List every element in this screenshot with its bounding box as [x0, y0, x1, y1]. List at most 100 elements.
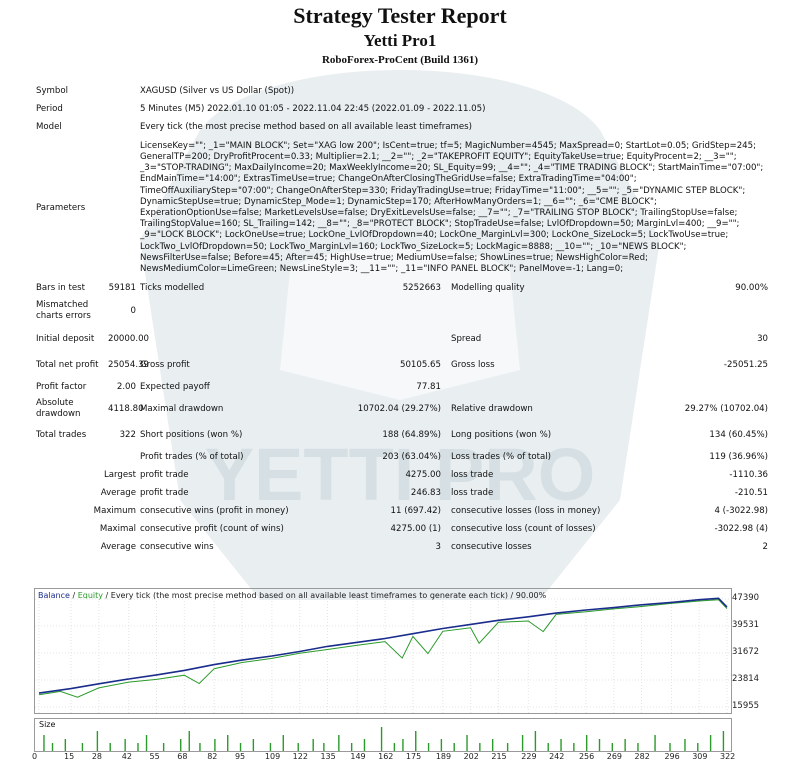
- report-header: Strategy Tester Report Yetti Pro1 RoboFo…: [0, 0, 800, 68]
- size-bar: [491, 739, 494, 751]
- size-bar: [709, 735, 712, 751]
- size-bar: [547, 743, 549, 751]
- x-tick-label: 109: [264, 752, 281, 761]
- size-bar: [697, 743, 699, 751]
- add-value: 4118.80: [108, 403, 144, 414]
- chart-header-sep: /: [69, 591, 78, 600]
- size-bar: [180, 739, 182, 751]
- tnp-label: Total net profit: [36, 359, 99, 370]
- broker-name: RoboForex-ProCent (Build 1361): [321, 54, 479, 66]
- pf-value: 2.00: [116, 381, 136, 392]
- parameters-label: Parameters: [36, 202, 86, 213]
- y-tick-label: 47390: [732, 593, 760, 603]
- acw-label: consecutive wins: [140, 541, 214, 552]
- size-bar: [312, 739, 314, 751]
- lt-value: 119 (36.96%): [709, 451, 769, 462]
- ep-value: 77.81: [416, 381, 441, 392]
- apt-value: 246.83: [410, 487, 441, 498]
- size-chart-svg: [43, 727, 725, 751]
- row-average: Average profit trade 246.83 loss trade -2…: [34, 484, 770, 502]
- size-bar: [585, 735, 588, 751]
- report-table: Symbol XAGUSD (Silver vs US Dollar (Spot…: [34, 82, 770, 556]
- size-bar: [393, 743, 396, 751]
- size-bar: [669, 743, 671, 751]
- mcp-label: consecutive profit (count of wins): [140, 523, 284, 534]
- tt-label: Total trades: [36, 429, 87, 440]
- x-tick-label: 282: [634, 752, 650, 761]
- size-bar: [684, 739, 686, 751]
- size-bar: [380, 727, 383, 751]
- largest-label: Largest: [103, 469, 136, 480]
- x-tick-label: 0: [32, 752, 38, 761]
- size-bar: [637, 743, 639, 751]
- x-tick-label: 256: [578, 752, 595, 761]
- size-bar: [214, 739, 216, 751]
- symbol-value: XAGUSD (Silver vs US Dollar (Spot)): [140, 85, 295, 96]
- period-value: 5 Minutes (M5) 2022.01.10 01:05 - 2022.1…: [140, 103, 486, 114]
- x-tick-label: 309: [692, 752, 708, 761]
- size-bar: [227, 735, 229, 751]
- x-tick-label: 122: [292, 752, 308, 761]
- row-average-consecutive: Average consecutive wins 3 consecutive lo…: [34, 538, 770, 556]
- parameters-value: LicenseKey=""; _1="MAIN BLOCK"; Set="XAG…: [140, 140, 764, 275]
- deposit-value: 20000.00: [108, 333, 150, 344]
- apt-label: profit trade: [140, 487, 189, 498]
- gl-label: Gross loss: [451, 359, 495, 370]
- mq-label: Modelling quality: [451, 282, 525, 293]
- size-bar: [81, 743, 84, 751]
- x-tick-label: 15: [64, 752, 75, 761]
- balance-chart-svg: [35, 597, 731, 713]
- size-bar: [402, 739, 404, 751]
- x-tick-label: 28: [91, 752, 102, 761]
- alt-label: loss trade: [451, 487, 494, 498]
- x-tick-label: 162: [378, 752, 394, 761]
- size-bar: [338, 735, 340, 751]
- rdd-value: 29.27% (10702.04): [684, 403, 769, 414]
- size-bar: [145, 735, 148, 751]
- chart-header-equity: Equity: [77, 591, 103, 600]
- row-symbol: Symbol XAGUSD (Silver vs US Dollar (Spot…: [34, 82, 770, 100]
- size-bar: [282, 735, 284, 751]
- x-tick-label: 215: [491, 752, 507, 761]
- llt-value: -1110.36: [729, 469, 769, 480]
- model-label: Model: [36, 121, 62, 132]
- x-tick-label: 135: [320, 752, 336, 761]
- sp-value: 188 (64.89%): [382, 429, 441, 440]
- balance-chart: Balance / Equity / Every tick (the most …: [34, 588, 732, 714]
- acw-value: 3: [435, 541, 441, 552]
- symbol-label: Symbol: [36, 85, 69, 96]
- size-bar: [440, 739, 443, 751]
- mcw-value: 11 (697.42): [390, 505, 441, 516]
- average2-label: Average: [100, 541, 136, 552]
- lpt-value: 4275.00: [405, 469, 441, 480]
- size-bar: [239, 743, 242, 751]
- size-bar: [269, 743, 272, 751]
- mclc-value: -3022.98 (4): [714, 523, 769, 534]
- equity-line: [38, 599, 728, 698]
- y-tick-label: 15955: [732, 701, 760, 711]
- size-bar: [188, 731, 190, 751]
- acl-label: consecutive losses: [451, 541, 532, 552]
- row-profit-trades: Profit trades (% of total) 203 (63.04%) L…: [34, 448, 770, 466]
- rdd-label: Relative drawdown: [451, 403, 533, 414]
- size-bar: [611, 743, 614, 751]
- model-value: Every tick (the most precise method base…: [140, 121, 473, 132]
- x-tick-label: 269: [606, 752, 623, 761]
- x-tick-label: 242: [549, 752, 565, 761]
- size-bar: [453, 743, 455, 751]
- mcl-label: consecutive losses (loss in money): [451, 505, 601, 516]
- y-tick-label: 23814: [732, 673, 760, 684]
- gl-value: -25051.25: [723, 359, 769, 370]
- ep-label: Expected payoff: [140, 381, 210, 392]
- period-label: Period: [36, 103, 63, 114]
- balance-line: [38, 597, 728, 694]
- size-chart: Size: [34, 718, 732, 752]
- row-profit-factor: Profit factor 2.00 Expected payoff 77.81: [34, 378, 770, 396]
- mq-value: 90.00%: [735, 282, 769, 293]
- size-bar: [199, 743, 201, 751]
- maximal-label: Maximal: [99, 523, 136, 534]
- x-tick-label: 296: [664, 752, 680, 761]
- row-model: Model Every tick (the most precise metho…: [34, 118, 770, 136]
- lp-value: 134 (60.45%): [709, 429, 769, 440]
- gp-value: 50105.65: [399, 359, 441, 370]
